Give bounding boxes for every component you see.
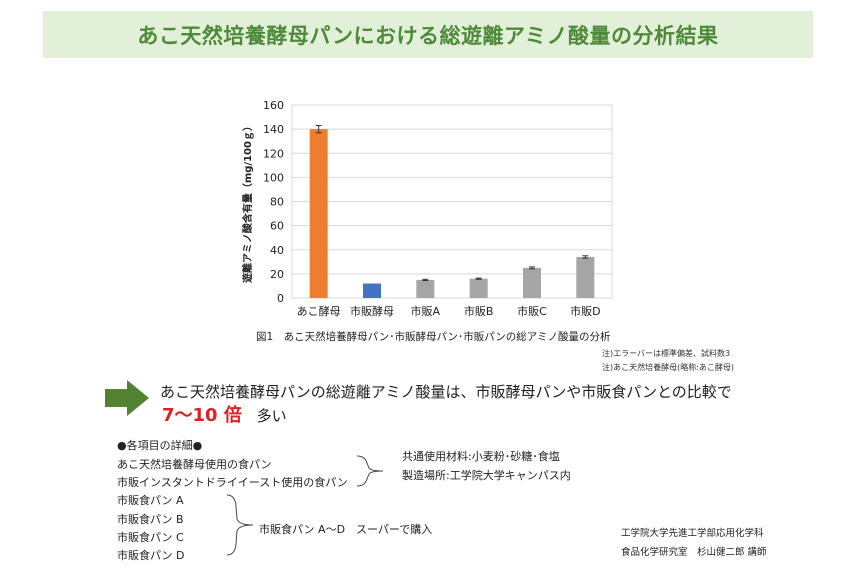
brace-group2 xyxy=(226,494,254,556)
summary-suffix: 多い xyxy=(256,407,287,425)
note-abbreviation: 注)あこ天然培養酵母(略称:あこ酵母) xyxy=(602,363,735,372)
note-error-bar: 注)エラーバーは標準偏差、試料数3 xyxy=(602,349,731,358)
summary-result: 7～10 倍 多い xyxy=(162,401,287,427)
x-tick-label: 市販D xyxy=(570,304,600,318)
list-item: 市販食パン D xyxy=(117,549,185,562)
y-tick-label: 160 xyxy=(263,99,284,112)
brace-group1 xyxy=(356,455,384,487)
bar xyxy=(416,279,435,298)
x-tick-labels: あこ酵母 市販酵母 市販A 市販B 市販C 市販D xyxy=(297,304,601,318)
y-tick-label: 0 xyxy=(277,292,284,305)
y-tick-label: 80 xyxy=(270,196,284,209)
list-item: 市販食パン B xyxy=(117,513,184,526)
y-axis-label: 遊離アミノ酸含有量（mg/100ｇ） xyxy=(241,121,255,283)
x-tick-label: 市販C xyxy=(517,304,547,318)
gridlines xyxy=(292,104,612,299)
right-arrow-icon xyxy=(105,380,149,416)
y-tick-label: 40 xyxy=(270,244,284,257)
list-item: あこ天然培養酵母使用の食パン xyxy=(117,458,272,471)
y-tick-label: 100 xyxy=(263,171,284,184)
bar xyxy=(469,278,488,298)
credit-department: 工学院大学先進工学部応用化学科 xyxy=(621,528,764,539)
bar xyxy=(363,283,381,298)
figure-caption: 図1 あこ天然培養酵母パン･市販酵母パン･市販パンの総アミノ酸量の分析 xyxy=(256,331,611,343)
summary-highlight: 7～10 倍 xyxy=(162,405,242,426)
common-ingredients: 共通使用材料:小麦粉･砂糖･食塩 xyxy=(402,450,560,463)
list-item: 市販食パン A xyxy=(117,494,184,507)
page-title: あこ天然培養酵母パンにおける総遊離アミノ酸量の分析結果 xyxy=(137,23,719,48)
credit-lab: 食品化学研究室 杉山健二郎 講師 xyxy=(621,547,767,558)
y-tick-labels: 0 20 40 60 80 100 120 140 160 xyxy=(263,99,284,305)
bar xyxy=(576,256,595,298)
bar xyxy=(309,129,328,298)
bar-chart: 0 20 40 60 80 100 120 140 160 あこ酵母 市販酵母 市販A 市販B 市販C 市… xyxy=(241,99,613,318)
summary-line: あこ天然培養酵母パンの総遊離アミノ酸量は、市販酵母パンや市販食パンとの比較で xyxy=(160,383,732,401)
y-tick-label: 120 xyxy=(263,147,284,160)
title-banner: あこ天然培養酵母パンにおける総遊離アミノ酸量の分析結果 xyxy=(43,11,813,58)
list-item: 市販インスタントドライイースト使用の食パン xyxy=(117,476,348,489)
list-item: 市販食パン C xyxy=(117,531,184,544)
y-tick-label: 60 xyxy=(270,220,284,233)
details-heading: ●各項目の詳細● xyxy=(117,439,203,452)
x-tick-label: 市販酵母 xyxy=(350,304,394,318)
x-tick-label: あこ酵母 xyxy=(297,305,341,318)
bars xyxy=(309,125,595,298)
production-place: 製造場所:工学院大学キャンパス内 xyxy=(402,469,571,482)
x-tick-label: 市販B xyxy=(464,304,494,318)
y-tick-label: 20 xyxy=(270,268,284,281)
bar xyxy=(523,267,541,298)
y-tick-label: 140 xyxy=(263,123,284,136)
x-tick-label: 市販A xyxy=(411,304,441,318)
commercial-source: 市販食パン A～D スーパーで購入 xyxy=(259,523,433,536)
